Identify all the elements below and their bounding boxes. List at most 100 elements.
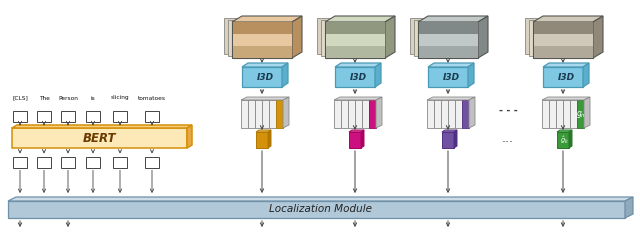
Polygon shape bbox=[37, 156, 51, 168]
Polygon shape bbox=[335, 63, 381, 67]
Polygon shape bbox=[543, 63, 589, 67]
Polygon shape bbox=[61, 110, 75, 122]
Polygon shape bbox=[625, 197, 633, 218]
Polygon shape bbox=[325, 22, 385, 58]
Polygon shape bbox=[349, 130, 364, 132]
Polygon shape bbox=[187, 125, 192, 148]
Polygon shape bbox=[232, 22, 292, 58]
Polygon shape bbox=[326, 34, 385, 46]
Polygon shape bbox=[335, 67, 375, 87]
Polygon shape bbox=[583, 63, 589, 87]
Polygon shape bbox=[428, 67, 468, 87]
Polygon shape bbox=[13, 110, 27, 122]
Polygon shape bbox=[376, 97, 382, 128]
Polygon shape bbox=[419, 22, 477, 34]
Polygon shape bbox=[268, 130, 271, 148]
Polygon shape bbox=[434, 100, 441, 128]
Polygon shape bbox=[37, 110, 51, 122]
Polygon shape bbox=[533, 22, 593, 58]
Polygon shape bbox=[113, 110, 127, 122]
Polygon shape bbox=[292, 16, 302, 58]
Polygon shape bbox=[349, 132, 361, 148]
Polygon shape bbox=[232, 22, 291, 34]
Polygon shape bbox=[478, 16, 488, 58]
Polygon shape bbox=[442, 130, 457, 132]
Polygon shape bbox=[13, 156, 27, 168]
Polygon shape bbox=[86, 110, 100, 122]
Text: I3D: I3D bbox=[557, 72, 575, 81]
Polygon shape bbox=[232, 46, 291, 58]
Polygon shape bbox=[375, 63, 381, 87]
Polygon shape bbox=[442, 132, 454, 148]
Text: I3D: I3D bbox=[442, 72, 460, 81]
Text: $\hat{g}_k$: $\hat{g}_k$ bbox=[560, 134, 569, 146]
Text: slicing: slicing bbox=[111, 96, 129, 101]
Polygon shape bbox=[242, 63, 288, 67]
Polygon shape bbox=[410, 18, 470, 54]
Polygon shape bbox=[441, 100, 448, 128]
Polygon shape bbox=[557, 130, 572, 132]
Text: ...: ... bbox=[502, 131, 514, 144]
Polygon shape bbox=[326, 22, 385, 34]
Polygon shape bbox=[418, 22, 478, 58]
Polygon shape bbox=[418, 16, 488, 22]
Polygon shape bbox=[12, 125, 192, 128]
Polygon shape bbox=[113, 156, 127, 168]
Polygon shape bbox=[428, 63, 474, 67]
Polygon shape bbox=[317, 18, 377, 54]
Polygon shape bbox=[563, 100, 570, 128]
Polygon shape bbox=[462, 100, 469, 128]
Text: is: is bbox=[91, 96, 95, 101]
Polygon shape bbox=[145, 110, 159, 122]
Polygon shape bbox=[326, 46, 385, 58]
Text: I3D: I3D bbox=[257, 72, 273, 81]
Polygon shape bbox=[283, 97, 289, 128]
Polygon shape bbox=[448, 100, 455, 128]
Polygon shape bbox=[325, 16, 395, 22]
Polygon shape bbox=[556, 100, 563, 128]
Polygon shape bbox=[321, 20, 381, 56]
Polygon shape bbox=[361, 130, 364, 148]
Text: Localization Module: Localization Module bbox=[269, 205, 372, 215]
Text: tomatoes: tomatoes bbox=[138, 96, 166, 101]
Polygon shape bbox=[334, 100, 341, 128]
Polygon shape bbox=[584, 97, 590, 128]
Text: The: The bbox=[38, 96, 49, 101]
Polygon shape bbox=[282, 63, 288, 87]
Text: $g_n$: $g_n$ bbox=[575, 109, 586, 119]
Polygon shape bbox=[529, 20, 589, 56]
Polygon shape bbox=[228, 20, 288, 56]
Polygon shape bbox=[241, 97, 289, 100]
Polygon shape bbox=[12, 128, 187, 148]
Text: [CLS]: [CLS] bbox=[12, 96, 28, 101]
Polygon shape bbox=[569, 130, 572, 148]
Polygon shape bbox=[534, 22, 593, 34]
Polygon shape bbox=[262, 100, 269, 128]
Polygon shape bbox=[469, 97, 475, 128]
Polygon shape bbox=[534, 34, 593, 46]
Polygon shape bbox=[427, 97, 475, 100]
Polygon shape bbox=[570, 100, 577, 128]
Polygon shape bbox=[577, 100, 584, 128]
Polygon shape bbox=[269, 100, 276, 128]
Polygon shape bbox=[455, 100, 462, 128]
Polygon shape bbox=[362, 100, 369, 128]
Polygon shape bbox=[242, 67, 282, 87]
Polygon shape bbox=[255, 100, 262, 128]
Polygon shape bbox=[427, 100, 434, 128]
Polygon shape bbox=[533, 16, 603, 22]
Polygon shape bbox=[256, 130, 271, 132]
Polygon shape bbox=[542, 97, 590, 100]
Polygon shape bbox=[145, 156, 159, 168]
Text: Person: Person bbox=[58, 96, 78, 101]
Polygon shape bbox=[8, 197, 633, 201]
Polygon shape bbox=[232, 34, 291, 46]
Polygon shape bbox=[525, 18, 585, 54]
Polygon shape bbox=[419, 46, 477, 58]
Polygon shape bbox=[534, 46, 593, 58]
Polygon shape bbox=[414, 20, 474, 56]
Polygon shape bbox=[468, 63, 474, 87]
Polygon shape bbox=[549, 100, 556, 128]
Polygon shape bbox=[248, 100, 255, 128]
Polygon shape bbox=[276, 100, 283, 128]
